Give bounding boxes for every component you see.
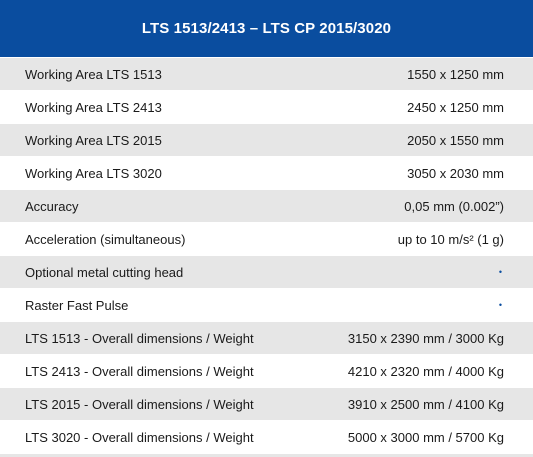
row-label: Working Area LTS 2015 [25, 132, 162, 148]
row-value: 4210 x 2320 mm / 4000 Kg [347, 363, 504, 379]
row-value: 3910 x 2500 mm / 4100 Kg [347, 396, 504, 412]
row-value: 2450 x 1250 mm [407, 99, 504, 115]
row-label: Working Area LTS 2413 [25, 99, 162, 115]
row-label: LTS 3020 - Overall dimensions / Weight [25, 429, 254, 445]
row-value: 2050 x 1550 mm [407, 132, 504, 148]
table-row: LTS 1513 - Overall dimensions / Weight 3… [0, 321, 533, 354]
table-row: Acceleration (simultaneous) up to 10 m/s… [0, 222, 533, 255]
row-label: Raster Fast Pulse [25, 297, 129, 313]
row-value: up to 10 m/s² (1 g) [397, 231, 504, 247]
table-row: Raster Fast Pulse • [0, 288, 533, 321]
table-row: LTS 2015 - Overall dimensions / Weight 3… [0, 387, 533, 420]
row-value: 0,05 mm (0.002”) [404, 198, 504, 214]
row-label: LTS 2015 - Overall dimensions / Weight [25, 396, 254, 412]
table-row: Working Area LTS 2413 2450 x 1250 mm [0, 90, 533, 123]
row-label: Working Area LTS 3020 [25, 165, 162, 181]
table-body: Working Area LTS 1513 1550 x 1250 mm Wor… [0, 57, 533, 453]
row-label: Working Area LTS 1513 [25, 66, 162, 82]
table-header: LTS 1513/2413 – LTS CP 2015/3020 [0, 0, 533, 57]
row-value: 1550 x 1250 mm [407, 66, 504, 82]
row-value: 3050 x 2030 mm [407, 165, 504, 181]
row-label: LTS 2413 - Overall dimensions / Weight [25, 363, 254, 379]
row-label: LTS 1513 - Overall dimensions / Weight [25, 330, 254, 346]
table-row: LTS 3020 - Overall dimensions / Weight 5… [0, 420, 533, 453]
table-title: LTS 1513/2413 – LTS CP 2015/3020 [141, 20, 392, 37]
table-row: Working Area LTS 3020 3050 x 2030 mm [0, 156, 533, 189]
table-bottom-border [0, 454, 533, 457]
table-row: Working Area LTS 1513 1550 x 1250 mm [0, 57, 533, 90]
table-row: Accuracy 0,05 mm (0.002”) [0, 189, 533, 222]
row-label: Accuracy [25, 198, 79, 214]
table-row: Optional metal cutting head • [0, 255, 533, 288]
table-row: LTS 2413 - Overall dimensions / Weight 4… [0, 354, 533, 387]
row-label: Optional metal cutting head [25, 264, 184, 280]
bullet-dot-icon: • [498, 300, 502, 310]
row-value: 5000 x 3000 mm / 5700 Kg [347, 429, 504, 445]
table-row: Working Area LTS 2015 2050 x 1550 mm [0, 123, 533, 156]
row-value: 3150 x 2390 mm / 3000 Kg [347, 330, 504, 346]
row-label: Acceleration (simultaneous) [25, 231, 186, 247]
bullet-dot-icon: • [498, 267, 502, 277]
